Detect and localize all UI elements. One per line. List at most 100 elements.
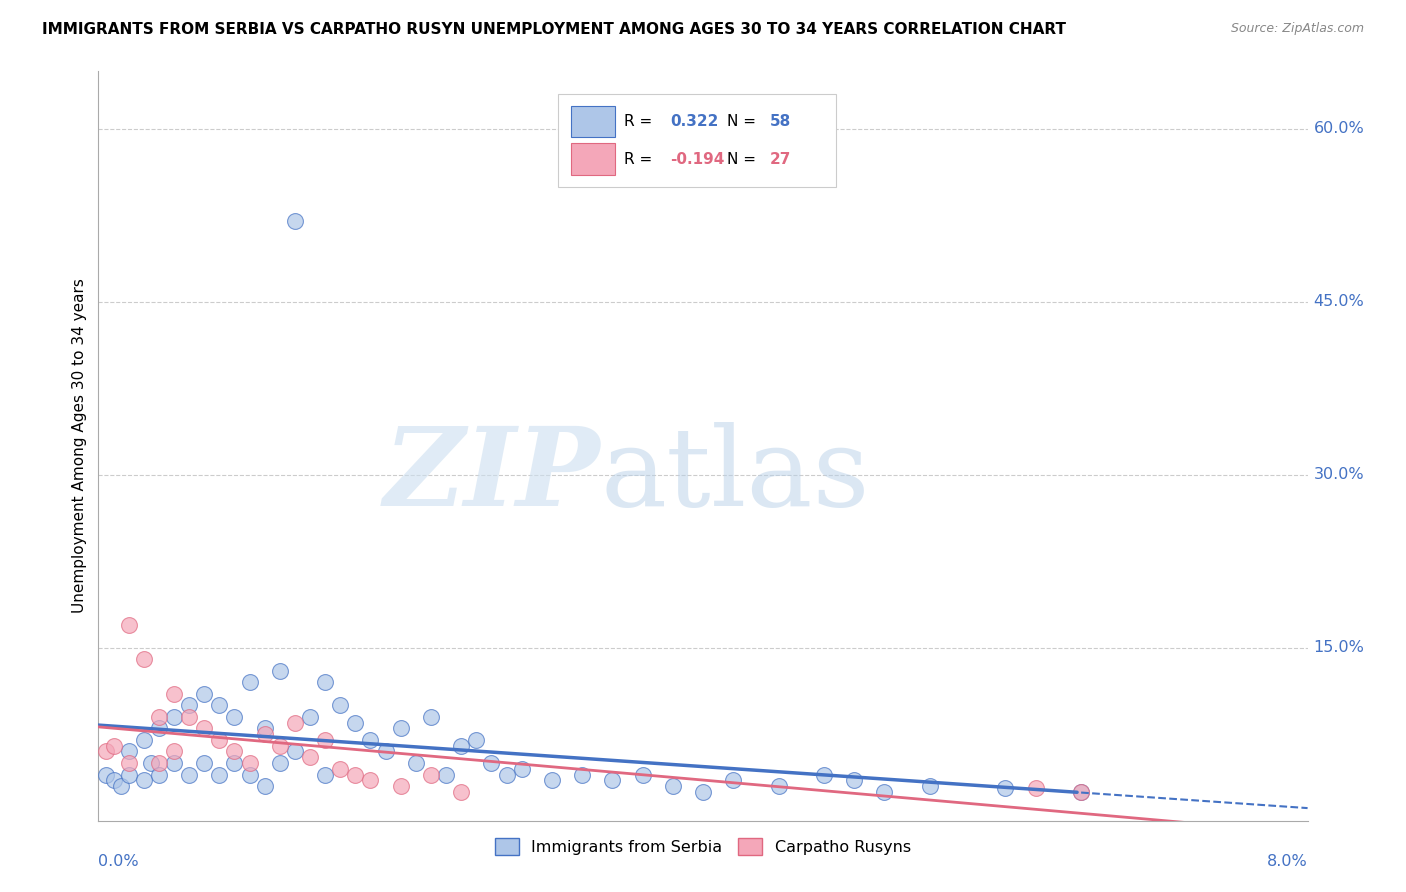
Point [103,739,125,753]
Point [873,785,896,799]
Point [269,739,291,753]
Point [299,750,322,764]
Point [374,744,396,758]
Point [118,744,141,758]
Point [329,762,352,776]
Point [179,767,201,781]
Text: 60.0%: 60.0% [1313,121,1364,136]
Point [284,214,307,228]
Point [314,675,336,690]
Point [813,767,835,781]
Point [299,710,322,724]
Point [224,744,246,758]
Point [844,773,866,788]
Text: ZIP: ZIP [384,422,600,530]
Point [994,781,1017,796]
Point [329,698,352,713]
Text: 15.0%: 15.0% [1313,640,1364,656]
Point [389,779,412,793]
Point [148,767,170,781]
Text: 58: 58 [769,114,790,129]
Point [224,756,246,770]
Point [269,756,291,770]
Text: 0.0%: 0.0% [98,855,139,870]
Text: N =: N = [727,114,761,129]
Point [768,779,790,793]
Point [208,767,231,781]
Point [132,652,155,666]
Point [193,722,215,736]
Point [510,762,533,776]
Point [692,785,714,799]
Point [110,779,132,793]
Point [163,687,186,701]
Text: atlas: atlas [600,423,870,530]
Point [193,756,215,770]
Point [1070,785,1092,799]
Point [239,756,262,770]
Text: Source: ZipAtlas.com: Source: ZipAtlas.com [1230,22,1364,36]
Point [389,722,412,736]
Point [465,733,488,747]
Point [314,767,336,781]
Text: N =: N = [727,152,761,167]
Point [420,767,443,781]
Point [344,715,367,730]
Point [661,779,683,793]
Point [163,710,186,724]
Point [103,773,125,788]
Text: R =: R = [624,114,658,129]
FancyBboxPatch shape [558,94,837,187]
Point [284,715,307,730]
Point [224,710,246,724]
Point [602,773,624,788]
Point [571,767,593,781]
Point [284,744,307,758]
Point [163,744,186,758]
Point [344,767,367,781]
Point [450,739,472,753]
Point [540,773,562,788]
Point [118,756,141,770]
Point [481,756,503,770]
Text: R =: R = [624,152,658,167]
FancyBboxPatch shape [571,106,614,137]
Point [239,675,262,690]
Y-axis label: Unemployment Among Ages 30 to 34 years: Unemployment Among Ages 30 to 34 years [72,278,87,614]
Point [314,733,336,747]
Text: IMMIGRANTS FROM SERBIA VS CARPATHO RUSYN UNEMPLOYMENT AMONG AGES 30 TO 34 YEARS : IMMIGRANTS FROM SERBIA VS CARPATHO RUSYN… [42,22,1066,37]
Point [118,767,141,781]
Point [148,722,170,736]
Point [118,617,141,632]
Point [631,767,654,781]
Point [405,756,427,770]
Point [495,767,517,781]
Point [434,767,457,781]
FancyBboxPatch shape [571,144,614,175]
Point [193,687,215,701]
Point [141,756,163,770]
Text: 8.0%: 8.0% [1267,855,1308,870]
Point [360,733,382,747]
Point [179,698,201,713]
Point [1025,781,1047,796]
Point [179,710,201,724]
Point [360,773,382,788]
Point [918,779,941,793]
Point [239,767,262,781]
Point [253,727,276,741]
Point [94,767,117,781]
Text: 30.0%: 30.0% [1313,467,1364,483]
Point [163,756,186,770]
Point [132,733,155,747]
Text: 27: 27 [769,152,792,167]
Point [1070,785,1092,799]
Point [94,744,117,758]
Point [253,722,276,736]
Point [723,773,745,788]
Point [208,698,231,713]
Point [450,785,472,799]
Text: 45.0%: 45.0% [1313,294,1364,310]
Point [132,773,155,788]
Point [253,779,276,793]
